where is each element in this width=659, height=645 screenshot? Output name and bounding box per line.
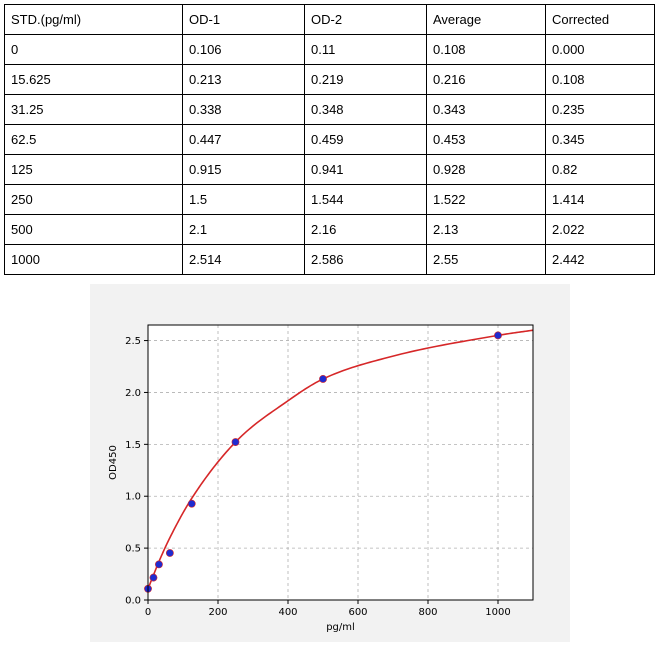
table-row: 250 1.5 1.544 1.522 1.414 [4,184,655,215]
table-cell: 1.522 [426,184,546,215]
table-header-cell: OD-1 [182,4,305,35]
x-tick-label: 400 [278,607,297,618]
table-cell: 1.5 [182,184,305,215]
table-cell: 0.338 [182,94,305,125]
table-cell: 2.13 [426,214,546,245]
table-header-cell: Average [426,4,546,35]
table-header-cell: OD-2 [304,4,427,35]
table-header-row: STD.(pg/ml) OD-1 OD-2 Average Corrected [4,4,655,35]
table-cell: 2.514 [182,244,305,275]
table-cell: 1.414 [545,184,655,215]
table-row: 0 0.106 0.11 0.108 0.000 [4,34,655,65]
x-tick-label: 200 [208,607,227,618]
standard-curve-chart: 0 200 400 600 800 1000 0.0 0.5 1.0 1.5 2.0 2.5 pg/… [90,284,570,642]
table-cell: 0.941 [304,154,427,185]
data-point [187,499,196,508]
table-row: 125 0.915 0.941 0.928 0.82 [4,154,655,185]
table-cell: 0.219 [304,64,427,95]
y-tick-label: 2.5 [125,336,141,347]
table-cell: 2.55 [426,244,546,275]
table-cell: 15.625 [4,64,183,95]
table-cell: 1000 [4,244,183,275]
table-cell: 0.928 [426,154,546,185]
table-cell: 0.453 [426,124,546,155]
table-cell: 125 [4,154,183,185]
table-cell: 2.1 [182,214,305,245]
table-cell: 2.16 [304,214,427,245]
data-point [231,438,240,446]
data-point [155,560,163,569]
y-axis-ticks: 0.0 0.5 1.0 1.5 2.0 2.5 [125,336,148,607]
table-cell: 0.348 [304,94,427,125]
x-tick-label: 800 [418,607,437,618]
data-point [165,549,174,557]
table-header-cell: Corrected [545,4,655,35]
data-point [149,573,158,582]
table-cell: 0.216 [426,64,546,95]
table-row: 500 2.1 2.16 2.13 2.022 [4,214,655,245]
plot-frame [147,324,534,601]
y-tick-label: 1.5 [125,440,141,451]
plot-area [148,325,533,600]
y-tick-label: 0.5 [125,544,141,555]
data-point [319,375,327,383]
table-row: 62.5 0.447 0.459 0.453 0.345 [4,124,655,155]
table-cell: 0.82 [545,154,655,185]
table-row: 31.25 0.338 0.348 0.343 0.235 [4,94,655,125]
y-axis-label: OD450 [108,445,119,480]
table-cell: 0.459 [304,124,427,155]
x-tick-label: 0 [145,607,151,618]
standard-curve-table: STD.(pg/ml) OD-1 OD-2 Average Corrected 0 0.10… [4,4,655,275]
table-cell: 0.000 [545,34,655,65]
data-point [494,331,502,340]
x-tick-label: 1000 [485,607,510,618]
y-tick-label: 1.0 [125,492,141,503]
table-cell: 0.235 [545,94,655,125]
x-axis-label: pg/ml [326,622,355,633]
table-cell: 0.915 [182,154,305,185]
table-cell: 0.11 [304,34,427,65]
table-cell: 31.25 [4,94,183,125]
table-cell: 2.586 [304,244,427,275]
table-cell: 0.447 [182,124,305,155]
table-cell: 2.442 [545,244,655,275]
table-cell: 62.5 [4,124,183,155]
table-cell: 0.213 [182,64,305,95]
x-axis-ticks: 0 200 400 600 800 1000 [145,600,511,618]
y-tick-label: 0.0 [125,596,141,607]
table-header-cell: STD.(pg/ml) [4,4,183,35]
table-cell: 0 [4,34,183,65]
table-cell: 250 [4,184,183,215]
table-cell: 0.108 [426,34,546,65]
table-cell: 2.022 [545,214,655,245]
table-cell: 0.106 [182,34,305,65]
data-points [144,331,502,593]
y-tick-label: 2.0 [125,388,141,399]
table-row: 15.625 0.213 0.219 0.216 0.108 [4,64,655,95]
table-cell: 0.343 [426,94,546,125]
chart-svg: 0 200 400 600 800 1000 0.0 0.5 1.0 1.5 2.0 2.5 pg/… [108,324,534,633]
table-cell: 500 [4,214,183,245]
table-cell: 0.108 [545,64,655,95]
table-cell: 1.544 [304,184,427,215]
table-row: 1000 2.514 2.586 2.55 2.442 [4,244,655,275]
x-tick-label: 600 [348,607,367,618]
table-cell: 0.345 [545,124,655,155]
